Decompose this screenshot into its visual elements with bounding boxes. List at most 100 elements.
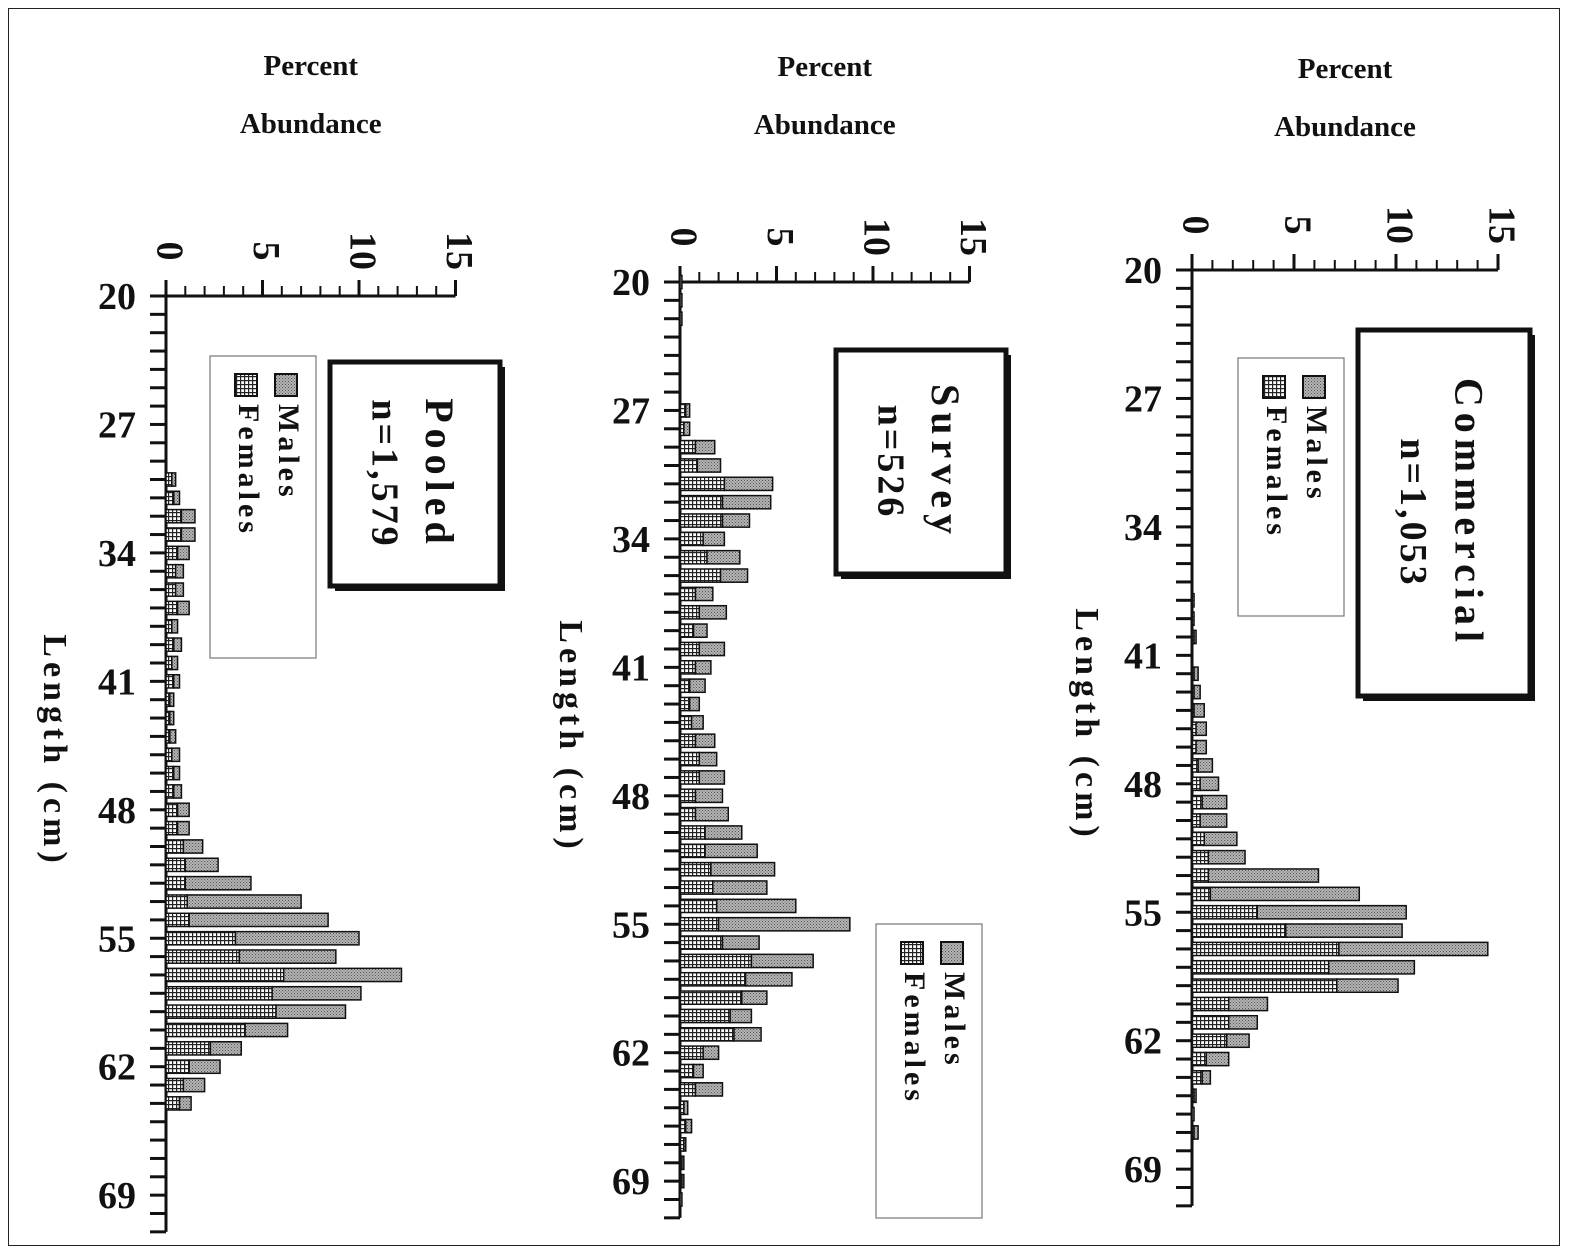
bar-males bbox=[1205, 1051, 1230, 1067]
x-axis-label-line1: Percent bbox=[1298, 53, 1393, 85]
x-axis-label-line2: Abundance bbox=[240, 108, 382, 140]
bar-males bbox=[1227, 996, 1269, 1012]
bar-males bbox=[1256, 904, 1407, 920]
x-tick-label: 15 bbox=[952, 218, 994, 256]
bar-males bbox=[1197, 758, 1214, 773]
legend-box bbox=[1237, 357, 1345, 617]
bar-males bbox=[176, 802, 190, 818]
bar-males bbox=[704, 825, 743, 840]
bar-males bbox=[1195, 739, 1208, 755]
bar-females bbox=[165, 508, 183, 524]
y-tick-label: 34 bbox=[612, 519, 650, 561]
bar-females bbox=[679, 880, 714, 895]
x-tick-label: 15 bbox=[1480, 206, 1522, 244]
bar-males bbox=[1327, 959, 1416, 975]
bar-males bbox=[721, 494, 772, 510]
bar-males bbox=[750, 953, 814, 969]
panel-title: Commercial bbox=[1446, 378, 1491, 648]
bar-males bbox=[1207, 849, 1246, 865]
y-tick-label: 41 bbox=[612, 647, 650, 689]
y-tick-label: 55 bbox=[98, 918, 136, 960]
x-tick-label: 15 bbox=[438, 232, 480, 270]
bar-males bbox=[679, 274, 683, 290]
bar-females bbox=[679, 1118, 687, 1134]
bar-males bbox=[169, 692, 175, 708]
bar-females bbox=[165, 802, 179, 818]
bar-males bbox=[696, 458, 722, 473]
bar-males bbox=[171, 655, 179, 671]
x-tick-label: 0 bbox=[662, 228, 704, 247]
bar-females bbox=[679, 458, 699, 473]
bar-males bbox=[744, 971, 793, 987]
legend-swatch-males bbox=[274, 373, 298, 397]
bar-males bbox=[172, 673, 181, 689]
bar-males bbox=[234, 930, 360, 946]
x-tick-label: 10 bbox=[341, 232, 383, 270]
bar-males bbox=[1227, 1014, 1259, 1030]
sample-size: n=1,053 bbox=[1392, 438, 1434, 587]
bar-females bbox=[679, 696, 691, 712]
bar-females bbox=[679, 1082, 697, 1097]
bar-males bbox=[1193, 666, 1199, 682]
bar-females bbox=[165, 857, 187, 873]
bar-females bbox=[165, 1077, 185, 1093]
bar-males bbox=[715, 898, 797, 914]
bar-males bbox=[238, 949, 337, 964]
bar-females bbox=[165, 820, 179, 836]
y-tick-label: 20 bbox=[612, 262, 650, 304]
bar-females bbox=[1191, 923, 1287, 938]
bar-females bbox=[679, 513, 724, 528]
y-tick-label: 27 bbox=[612, 390, 650, 432]
bar-females bbox=[165, 582, 177, 597]
y-tick-label: 69 bbox=[612, 1161, 650, 1203]
sample-size: n=1,579 bbox=[363, 399, 405, 548]
bar-males bbox=[180, 508, 196, 524]
panel-title: Survey bbox=[923, 384, 968, 540]
bar-males bbox=[704, 843, 758, 859]
bar-males bbox=[171, 747, 181, 763]
bar-males bbox=[1201, 1070, 1212, 1085]
bar-males bbox=[1209, 886, 1361, 902]
bar-males bbox=[681, 1155, 685, 1171]
bar-females bbox=[165, 1040, 212, 1056]
bar-females bbox=[679, 494, 724, 510]
title-box bbox=[327, 359, 503, 589]
bar-males bbox=[1201, 794, 1228, 810]
legend-label-males: Males bbox=[1300, 406, 1333, 503]
x-tick-label: 5 bbox=[1276, 216, 1318, 235]
bar-males bbox=[692, 623, 708, 639]
y-tick-label: 55 bbox=[612, 904, 650, 946]
bar-males bbox=[694, 788, 724, 804]
bar-males bbox=[683, 1100, 689, 1116]
bar-males bbox=[182, 1077, 206, 1093]
legend-swatch-females bbox=[1262, 375, 1286, 399]
bar-females bbox=[679, 935, 724, 950]
bar-females bbox=[679, 825, 706, 840]
bar-males bbox=[172, 490, 181, 506]
y-tick-label: 48 bbox=[98, 790, 136, 832]
bar-females bbox=[1191, 959, 1330, 975]
x-tick-label: 5 bbox=[759, 228, 801, 247]
bar-males bbox=[706, 549, 741, 565]
legend-swatch-females bbox=[900, 941, 924, 965]
bar-males bbox=[172, 784, 183, 799]
figure-frame bbox=[8, 8, 1560, 1246]
bar-females bbox=[679, 861, 712, 877]
x-axis-label-line1: Percent bbox=[778, 51, 873, 83]
legend-label-males: Males bbox=[938, 972, 971, 1069]
bar-females bbox=[165, 839, 185, 854]
bar-females bbox=[165, 747, 173, 763]
legend-swatch-females bbox=[234, 373, 258, 397]
bar-males bbox=[688, 696, 701, 712]
bar-males bbox=[1199, 776, 1220, 792]
bar-males bbox=[694, 586, 714, 602]
bar-females bbox=[1191, 776, 1201, 792]
bar-females bbox=[165, 967, 285, 983]
bar-males bbox=[694, 733, 716, 749]
x-tick-label: 10 bbox=[1378, 206, 1420, 244]
bar-males bbox=[174, 582, 185, 597]
bar-males bbox=[184, 875, 252, 891]
bar-males bbox=[176, 820, 190, 836]
bar-females bbox=[165, 894, 188, 909]
bar-females bbox=[679, 641, 701, 657]
